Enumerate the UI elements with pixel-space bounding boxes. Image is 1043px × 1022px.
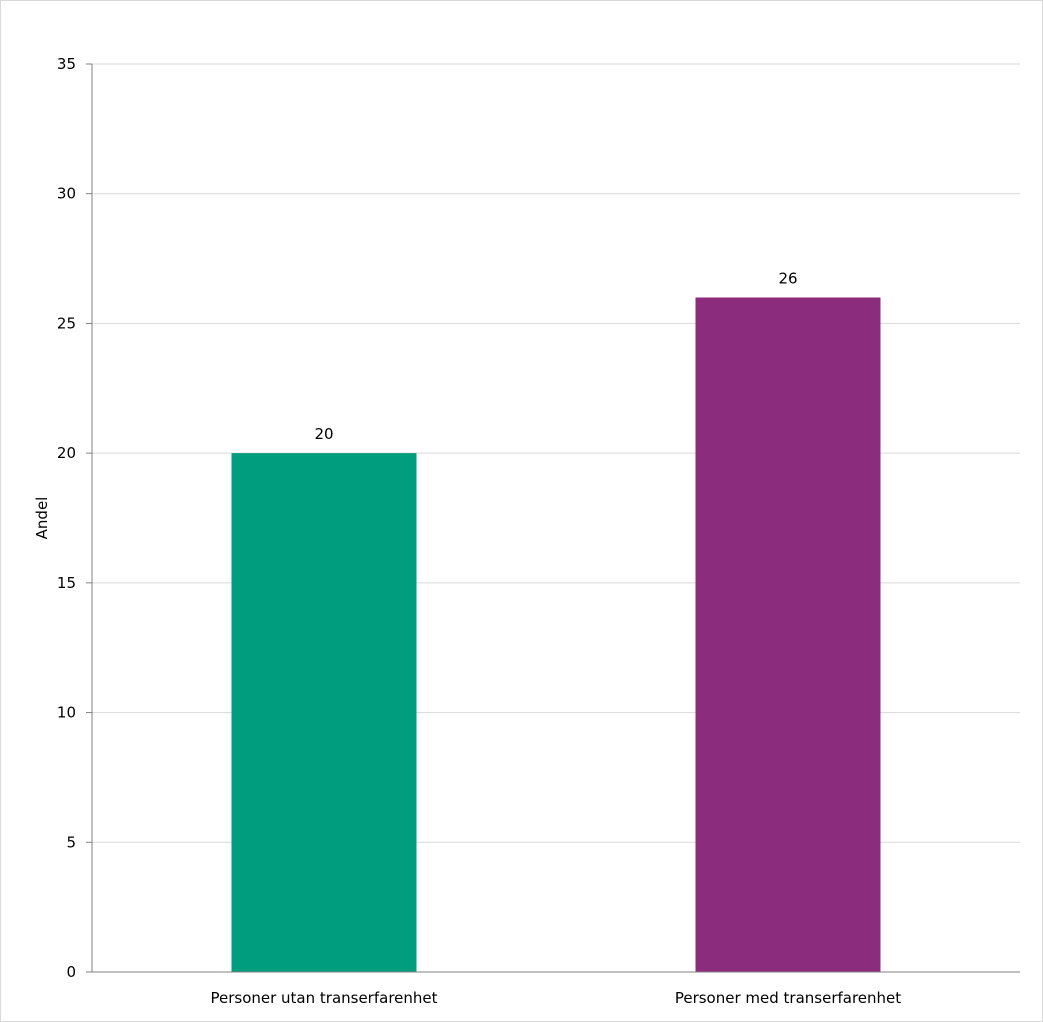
bar xyxy=(231,453,417,973)
y-tick-label: 15 xyxy=(57,574,76,592)
y-tick-label: 5 xyxy=(66,833,76,851)
y-tick-label: 35 xyxy=(57,55,76,73)
data-label: 26 xyxy=(778,269,797,287)
y-tick-label: 25 xyxy=(57,314,76,332)
y-tick-label: 30 xyxy=(57,185,76,203)
bars xyxy=(231,297,881,973)
y-tick-label: 10 xyxy=(57,704,76,722)
y-tick-label: 0 xyxy=(66,963,76,981)
y-tick-label: 20 xyxy=(57,444,76,462)
bar xyxy=(695,297,881,972)
y-axis-title: Andel xyxy=(33,497,51,540)
axes: 0 5 10 15 20 25 30 35 Personer utan transerfaren… xyxy=(57,55,1020,1007)
gridlines xyxy=(92,63,1020,843)
x-category-label: Personer utan transerfarenhet xyxy=(210,989,437,1007)
data-label: 20 xyxy=(314,425,333,443)
x-category-label: Personer med transerfarenhet xyxy=(675,989,901,1007)
